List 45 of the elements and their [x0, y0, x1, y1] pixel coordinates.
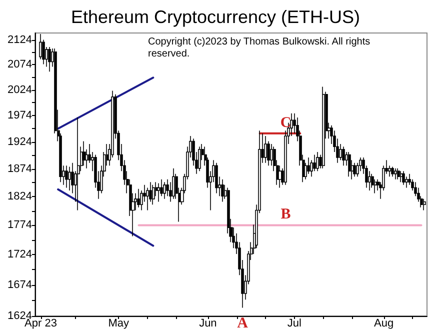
y-tick-label: 1674 [8, 278, 32, 291]
candlestick [215, 162, 218, 194]
candlestick [397, 168, 400, 180]
chart-title: Ethereum Cryptocurrency (ETH-US) [70, 7, 360, 27]
annotation: B [280, 206, 291, 223]
annotation: Copyright (c)2023 by Thomas Bulkowski. All rights reserved. [148, 36, 373, 60]
candlestick [221, 178, 224, 202]
candlestick [316, 152, 319, 172]
y-tick-label: 1924 [8, 136, 32, 148]
candlestick [39, 34, 42, 60]
candlestick [322, 86, 325, 169]
y-tick-label: 1774 [8, 219, 32, 232]
candlestick [394, 168, 397, 180]
candlestick [264, 136, 267, 164]
x-tick-label: Jul [287, 318, 302, 330]
candlestick [68, 166, 71, 191]
x-tick-label: May [108, 318, 130, 330]
candlestick [137, 188, 140, 208]
candlestick [353, 162, 356, 177]
y-tick-label: 2074 [8, 58, 32, 71]
candlestick [152, 184, 155, 205]
candlestick [198, 146, 201, 172]
candlestick [163, 182, 166, 200]
candlestick [157, 182, 160, 202]
candlestick [77, 117, 80, 211]
x-tick-label: Apr 23 [24, 318, 57, 330]
candlestick [423, 198, 426, 211]
candlestick [402, 170, 405, 186]
y-tick-label: 1724 [8, 248, 32, 261]
y-tick-label: 1974 [8, 109, 32, 122]
y-tick-label: 2124 [8, 34, 32, 46]
candlestick [391, 166, 394, 177]
x-tick-label: Aug [374, 318, 394, 330]
y-tick-label: 1824 [8, 190, 32, 203]
candlestick [65, 165, 68, 188]
annotation: C [280, 114, 292, 131]
candlestick [348, 152, 351, 177]
candlestick [342, 146, 345, 166]
candlestick [48, 46, 51, 72]
candlestick [172, 168, 175, 200]
y-tick-label: 2024 [8, 84, 32, 96]
y-tick-label: 1874 [8, 162, 32, 175]
annotation: A [237, 316, 248, 332]
x-tick-label: Jun [199, 318, 217, 330]
candlestick [400, 170, 403, 183]
